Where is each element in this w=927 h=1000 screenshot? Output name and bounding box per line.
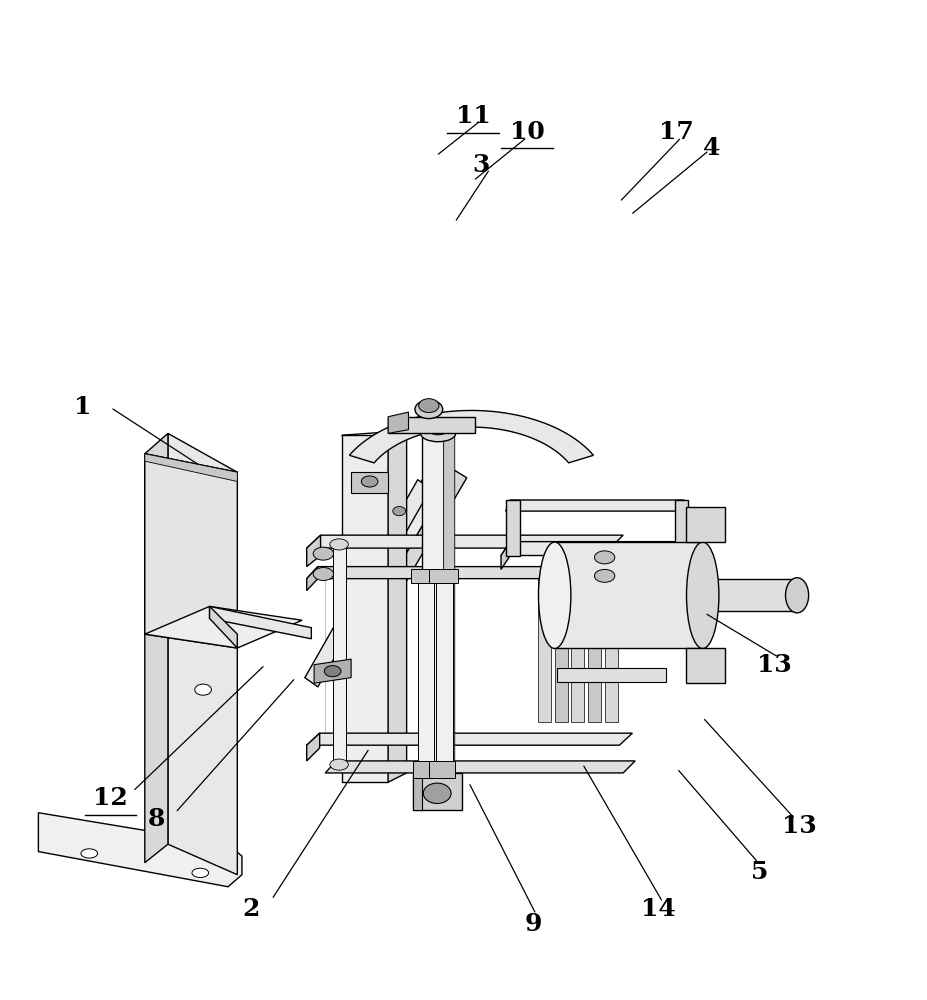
Polygon shape (554, 542, 702, 648)
Polygon shape (413, 773, 462, 810)
Polygon shape (307, 567, 317, 591)
Polygon shape (501, 542, 510, 569)
Text: 5: 5 (751, 860, 768, 884)
Polygon shape (413, 773, 422, 810)
Ellipse shape (420, 425, 455, 442)
Polygon shape (387, 412, 408, 433)
Polygon shape (145, 606, 302, 648)
Ellipse shape (784, 578, 807, 613)
Text: 11: 11 (455, 104, 490, 128)
Polygon shape (387, 431, 406, 782)
Ellipse shape (361, 476, 377, 487)
Polygon shape (428, 761, 454, 778)
Polygon shape (313, 659, 350, 683)
Text: 1: 1 (74, 395, 92, 419)
Polygon shape (702, 579, 794, 611)
Ellipse shape (426, 421, 450, 435)
Ellipse shape (312, 568, 333, 580)
Polygon shape (505, 500, 519, 556)
Ellipse shape (192, 868, 209, 877)
Polygon shape (554, 579, 567, 722)
Text: 13: 13 (781, 814, 816, 838)
Text: 12: 12 (93, 786, 128, 810)
Polygon shape (324, 761, 634, 773)
Text: 13: 13 (756, 653, 791, 677)
Polygon shape (305, 480, 430, 687)
Polygon shape (538, 579, 551, 722)
Polygon shape (145, 433, 168, 863)
Polygon shape (307, 733, 631, 745)
Polygon shape (571, 579, 584, 722)
Polygon shape (38, 813, 242, 887)
Ellipse shape (392, 506, 405, 516)
Polygon shape (307, 535, 320, 567)
Ellipse shape (195, 598, 211, 609)
Polygon shape (685, 507, 724, 542)
Polygon shape (604, 579, 617, 722)
Ellipse shape (329, 759, 348, 770)
Ellipse shape (594, 569, 615, 582)
Polygon shape (505, 500, 683, 511)
Polygon shape (307, 567, 628, 579)
Ellipse shape (423, 783, 451, 803)
Ellipse shape (538, 542, 570, 648)
Ellipse shape (324, 666, 340, 677)
Polygon shape (307, 535, 622, 548)
Polygon shape (436, 579, 452, 761)
Polygon shape (210, 606, 237, 648)
Ellipse shape (420, 777, 455, 793)
Ellipse shape (81, 849, 97, 858)
Polygon shape (387, 417, 475, 433)
Ellipse shape (417, 574, 434, 583)
Polygon shape (350, 472, 387, 493)
Ellipse shape (594, 551, 615, 564)
Text: 2: 2 (242, 897, 260, 921)
Text: 3: 3 (472, 153, 489, 177)
Ellipse shape (312, 547, 333, 560)
Ellipse shape (329, 539, 348, 550)
Polygon shape (332, 548, 345, 761)
Polygon shape (307, 733, 319, 761)
Polygon shape (588, 579, 601, 722)
Polygon shape (413, 761, 438, 778)
Ellipse shape (418, 399, 438, 413)
Polygon shape (145, 454, 237, 648)
Text: 9: 9 (524, 912, 541, 936)
Polygon shape (411, 569, 440, 583)
Polygon shape (338, 470, 466, 676)
Ellipse shape (195, 684, 211, 695)
Polygon shape (168, 433, 237, 875)
Polygon shape (210, 606, 311, 639)
Polygon shape (428, 569, 458, 583)
Polygon shape (417, 579, 434, 761)
Polygon shape (501, 542, 685, 556)
Polygon shape (685, 648, 724, 683)
Text: 14: 14 (641, 897, 675, 921)
Polygon shape (341, 435, 387, 782)
Polygon shape (674, 500, 687, 556)
Text: 17: 17 (659, 120, 693, 144)
Polygon shape (145, 454, 237, 481)
Polygon shape (443, 435, 454, 785)
Ellipse shape (686, 542, 718, 648)
Polygon shape (422, 437, 443, 785)
Text: 4: 4 (703, 136, 720, 160)
Ellipse shape (414, 400, 442, 419)
Ellipse shape (436, 574, 452, 583)
Text: 10: 10 (509, 120, 544, 144)
Text: 8: 8 (148, 807, 165, 831)
Polygon shape (349, 410, 592, 463)
Polygon shape (307, 470, 454, 678)
Polygon shape (556, 668, 665, 682)
